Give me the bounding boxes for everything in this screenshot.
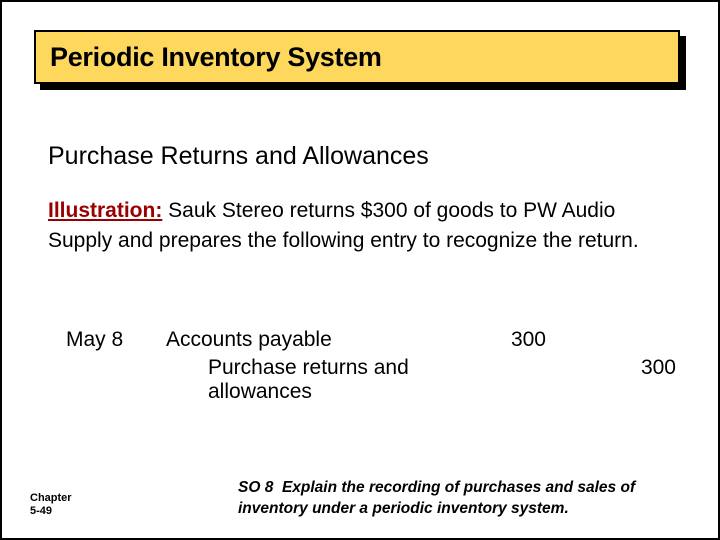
journal-entry: May 8 Accounts payable 300 Purchase retu… <box>66 328 680 408</box>
slide-subtitle: Purchase Returns and Allowances <box>48 142 429 171</box>
title-box: Periodic Inventory System <box>34 30 680 84</box>
entry-credit: 300 <box>596 356 676 380</box>
journal-row: May 8 Accounts payable 300 <box>66 328 680 352</box>
chapter-label: Chapter <box>30 492 72 504</box>
entry-date: May 8 <box>66 328 166 352</box>
entry-debit: 300 <box>456 328 546 352</box>
chapter-footer: Chapter 5-49 <box>30 492 72 518</box>
illustration-label: Illustration: <box>48 199 162 222</box>
entry-account: Accounts payable <box>166 328 456 352</box>
chapter-number: 5-49 <box>30 505 52 517</box>
slide-container: Periodic Inventory System Purchase Retur… <box>0 0 720 540</box>
so-footer: SO 8 Explain the recording of purchases … <box>238 478 698 520</box>
so-text: Explain the recording of purchases and s… <box>238 479 635 517</box>
so-label: SO 8 <box>238 479 273 496</box>
body-paragraph: Illustration: Sauk Stereo returns $300 o… <box>48 196 684 257</box>
journal-row: Purchase returns and allowances 300 <box>66 356 680 404</box>
slide-title: Periodic Inventory System <box>50 42 382 73</box>
entry-account: Purchase returns and allowances <box>166 356 506 404</box>
